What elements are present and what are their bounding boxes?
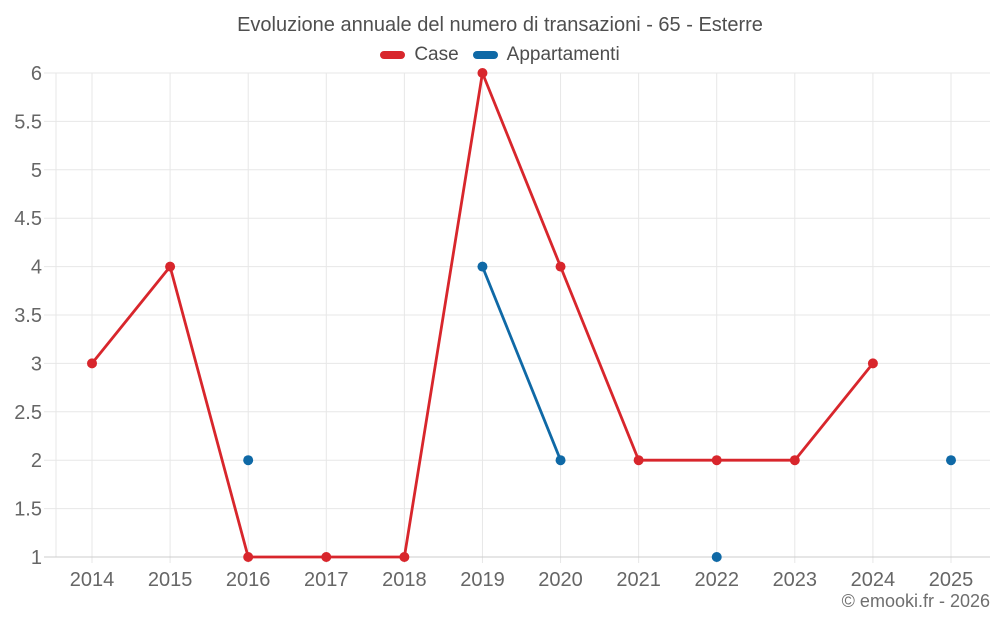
data-point-case-2015[interactable] xyxy=(165,261,176,272)
y-axis-tick-label: 2 xyxy=(31,450,42,472)
data-point-appartamenti-2016[interactable] xyxy=(243,455,254,466)
data-point-case-2019[interactable] xyxy=(477,68,488,78)
x-axis-tick-label: 2022 xyxy=(694,569,739,591)
legend-item-appartamenti[interactable]: Appartamenti xyxy=(472,44,620,66)
x-axis-tick-label: 2017 xyxy=(304,569,349,591)
data-point-appartamenti-2019[interactable] xyxy=(477,261,488,272)
data-point-case-2014[interactable] xyxy=(87,358,97,369)
legend-item-case[interactable]: Case xyxy=(380,44,459,66)
x-axis-tick-label: 2025 xyxy=(929,569,974,591)
x-axis-tick-label: 2024 xyxy=(851,569,896,591)
x-axis-tick-label: 2014 xyxy=(70,569,115,591)
legend-label: Case xyxy=(414,44,459,65)
y-axis-tick-label: 3.5 xyxy=(14,305,42,327)
legend-swatch-appartamenti xyxy=(472,51,498,59)
legend: Case Appartamenti xyxy=(0,44,1000,66)
x-axis-tick-label: 2021 xyxy=(616,569,661,591)
chart-title: Evoluzione annuale del numero di transaz… xyxy=(237,14,763,36)
data-point-case-2023[interactable] xyxy=(789,455,800,466)
y-axis-tick-label: 5.5 xyxy=(14,111,42,133)
y-axis-tick-label: 3 xyxy=(31,353,42,375)
x-axis-tick-label: 2015 xyxy=(148,569,193,591)
series-line-appartamenti xyxy=(481,265,562,462)
x-axis-tick-label: 2020 xyxy=(538,569,583,591)
data-point-case-2021[interactable] xyxy=(633,455,644,466)
data-point-case-2024[interactable] xyxy=(867,358,878,369)
data-point-case-2017[interactable] xyxy=(321,552,332,562)
y-axis-tick-label: 4 xyxy=(31,257,42,279)
data-point-case-2020[interactable] xyxy=(555,261,566,272)
legend-label: Appartamenti xyxy=(506,44,620,65)
y-axis-tick-label: 1 xyxy=(31,547,42,569)
data-point-case-2016[interactable] xyxy=(243,552,254,562)
data-point-case-2018[interactable] xyxy=(399,552,410,562)
y-axis-tick-label: 2.5 xyxy=(14,402,42,424)
data-point-appartamenti-2022[interactable] xyxy=(711,552,722,562)
x-axis-tick-label: 2018 xyxy=(382,569,427,591)
legend-swatch-case xyxy=(380,51,406,59)
x-axis-tick-label: 2019 xyxy=(460,569,505,591)
data-point-case-2022[interactable] xyxy=(711,455,722,466)
data-point-appartamenti-2025[interactable] xyxy=(946,455,956,466)
data-point-appartamenti-2020[interactable] xyxy=(555,455,566,466)
y-axis-tick-label: 1.5 xyxy=(14,499,42,521)
y-axis-tick-label: 4.5 xyxy=(14,208,42,230)
x-axis-tick-label: 2016 xyxy=(226,569,271,591)
copyright-text: © emooki.fr - 2026 xyxy=(841,591,990,611)
y-axis-tick-label: 6 xyxy=(31,63,42,85)
y-axis-tick-label: 5 xyxy=(31,160,42,182)
x-axis-tick-label: 2023 xyxy=(773,569,818,591)
